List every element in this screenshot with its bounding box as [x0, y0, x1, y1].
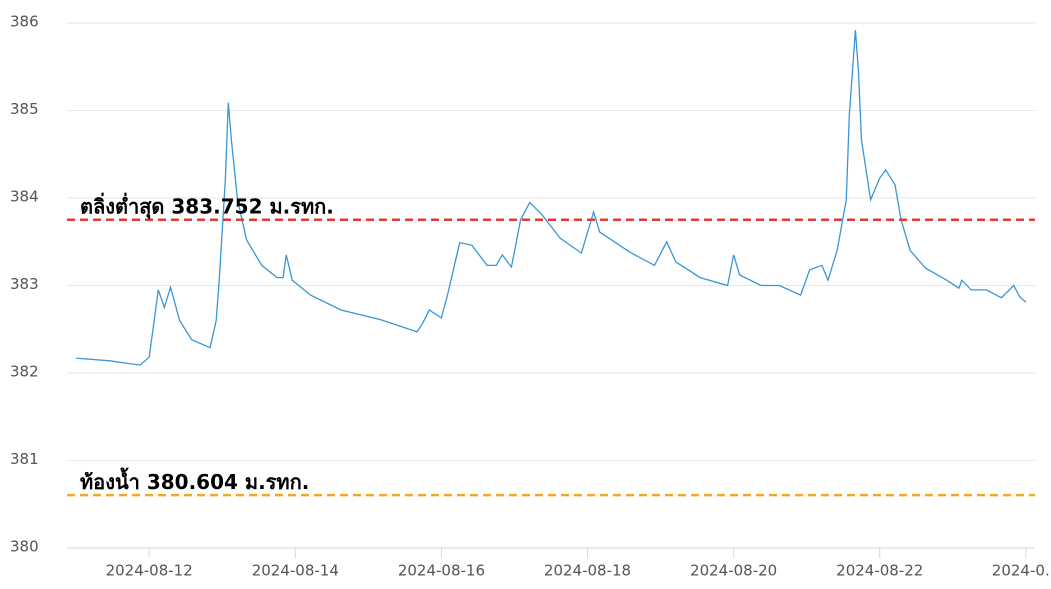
x-tick-label: 2024-08-14 [252, 562, 339, 580]
y-tick-label: 382 [10, 363, 39, 381]
y-tick-label: 386 [10, 13, 39, 31]
threshold-label: ท้องน้ำ 380.604 ม.รทก. [80, 467, 309, 494]
x-tick-label: 2024-08-22 [836, 562, 923, 580]
y-tick-label: 383 [10, 275, 39, 293]
x-tick-label: 2024-0… [992, 562, 1051, 580]
x-tick-label: 2024-08-20 [690, 562, 777, 580]
y-tick-label: 385 [10, 100, 39, 118]
y-tick-label: 384 [10, 188, 39, 206]
y-tick-label: 380 [10, 538, 39, 556]
data-line [76, 29, 1027, 366]
x-tick-label: 2024-08-12 [106, 562, 193, 580]
x-tick-label: 2024-08-16 [398, 562, 485, 580]
x-tick-label: 2024-08-18 [544, 562, 631, 580]
threshold-label: ตลิ่งต่ำสุด 383.752 ม.รทก. [80, 192, 334, 220]
y-tick-label: 381 [10, 450, 39, 468]
